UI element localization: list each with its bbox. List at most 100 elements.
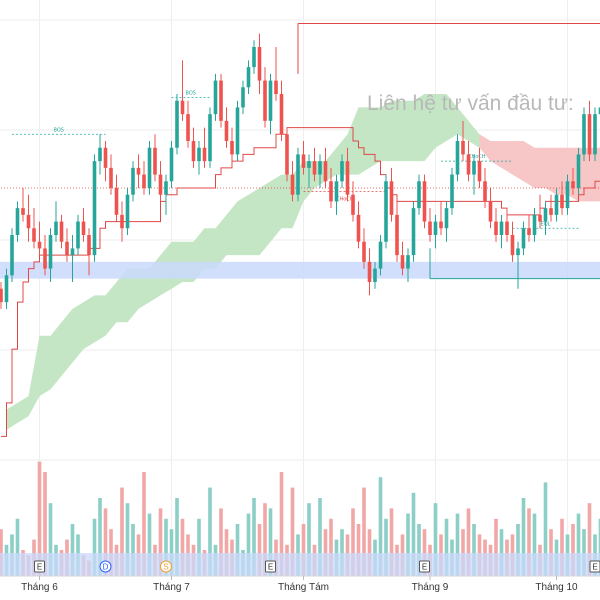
- candle: [422, 174, 427, 229]
- candle-body: [59, 221, 64, 242]
- volume-bar: [92, 518, 97, 576]
- volume-bar: [37, 461, 42, 576]
- candle: [400, 241, 405, 276]
- candle-body: [554, 194, 559, 215]
- candle-body: [120, 214, 124, 229]
- volume-bar: [560, 518, 564, 576]
- candle-body: [92, 161, 97, 256]
- candle-body: [4, 275, 9, 303]
- candle: [252, 40, 256, 74]
- candle: [202, 127, 207, 168]
- time-axis-label: Tháng 6: [21, 582, 58, 593]
- candle-body: [153, 147, 157, 175]
- candle: [26, 194, 31, 242]
- candle-body: [180, 100, 185, 115]
- candle: [120, 201, 124, 242]
- volume-bar: [466, 508, 471, 576]
- volume-bar: [48, 503, 53, 576]
- volume-bar: [582, 529, 586, 576]
- candle-body: [576, 154, 581, 188]
- support-zone: [0, 261, 600, 279]
- candle-body: [70, 248, 75, 256]
- candle-body: [351, 194, 355, 215]
- candle: [21, 188, 25, 222]
- candle: [477, 147, 482, 188]
- candle-body: [318, 161, 322, 175]
- volume-bar: [175, 498, 179, 576]
- candle-body: [142, 174, 146, 188]
- candle-body: [527, 228, 531, 235]
- candle-body: [257, 47, 262, 81]
- candle: [54, 201, 58, 242]
- candle: [10, 228, 14, 282]
- candle: [505, 208, 509, 242]
- candle-body: [147, 147, 152, 188]
- candle: [598, 107, 600, 115]
- candle: [351, 181, 355, 222]
- event-marker-dividend[interactable]: D: [99, 560, 112, 573]
- event-letter: S: [163, 563, 168, 572]
- candle: [296, 147, 300, 202]
- candle: [516, 241, 520, 289]
- candle-body: [499, 221, 504, 235]
- candle: [70, 235, 75, 282]
- candle: [241, 80, 245, 115]
- event-marker-split[interactable]: S: [160, 560, 172, 573]
- candle-body: [367, 261, 372, 282]
- volume-bar: [120, 487, 124, 576]
- candle-body: [488, 201, 493, 222]
- event-marker-earnings[interactable]: E: [265, 560, 276, 573]
- candle: [197, 141, 201, 175]
- volume-bar: [169, 529, 174, 576]
- candle-body: [472, 161, 476, 175]
- candle-body: [65, 241, 69, 256]
- candle-body: [131, 167, 135, 195]
- time-axis-label: Tháng Tám: [278, 582, 329, 593]
- candle: [378, 235, 383, 276]
- volume-bar: [164, 518, 168, 576]
- volume-bar: [219, 508, 223, 576]
- candle: [433, 214, 438, 249]
- volume-bar: [252, 498, 256, 576]
- time-axis-label: Tháng 10: [535, 582, 578, 593]
- candle-body: [340, 161, 344, 182]
- candle-body: [191, 141, 196, 162]
- candle-body: [21, 208, 25, 215]
- candle-body: [274, 80, 278, 94]
- volume-bar: [180, 518, 185, 576]
- event-marker-earnings[interactable]: E: [589, 560, 600, 573]
- volume-bar: [356, 524, 361, 576]
- volume-bar: [587, 503, 592, 576]
- candle: [0, 282, 3, 309]
- candle-body: [235, 107, 240, 155]
- candle: [323, 147, 328, 188]
- candle-body: [76, 221, 80, 249]
- candle-body: [582, 114, 586, 155]
- candle-body: [510, 235, 515, 256]
- volume-bar: [257, 524, 262, 576]
- candle: [81, 208, 86, 242]
- candle: [125, 188, 130, 235]
- horizontal-levels: [1, 23, 600, 280]
- candle: [395, 201, 399, 262]
- volume-bar: [268, 508, 273, 576]
- event-marker-earnings[interactable]: E: [419, 560, 430, 573]
- event-marker-earnings[interactable]: E: [34, 560, 45, 573]
- candle: [180, 60, 185, 121]
- candle: [499, 214, 504, 249]
- candle-body: [450, 174, 454, 209]
- volume-bar: [142, 472, 146, 576]
- structure-label: BOS: [186, 90, 196, 96]
- volume-bar: [527, 508, 531, 576]
- candle-body: [109, 167, 113, 188]
- structure-label: BOS: [54, 127, 64, 133]
- candle-body: [373, 268, 377, 282]
- volume-bar: [98, 498, 102, 576]
- candle: [279, 80, 284, 141]
- candle: [131, 161, 135, 202]
- candle: [450, 167, 454, 215]
- candle-body: [10, 235, 14, 276]
- candle: [59, 214, 64, 249]
